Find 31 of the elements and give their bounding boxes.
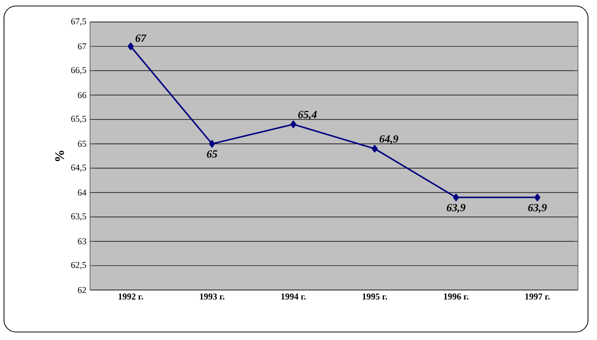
point (372, 144, 378, 152)
y-tick-label: 64 (78, 190, 86, 196)
y-tick-label: 67 (78, 43, 86, 50)
y-tick-label: 65 (78, 140, 86, 147)
x-tick-label: 1994 г. (281, 294, 306, 300)
y-tick-label: 67,5 (71, 18, 86, 26)
data-label: 64,9 (380, 135, 398, 144)
point (128, 42, 134, 50)
data-label: 65 (206, 150, 218, 158)
point (290, 120, 296, 128)
y-tick-label: 63,5 (71, 213, 86, 221)
y-tick-label: 66,5 (71, 67, 86, 74)
point (209, 140, 216, 148)
y-axis-title: % (55, 150, 64, 162)
y-tick-label: 66 (78, 92, 86, 98)
point (453, 194, 460, 202)
x-tick-label: 1996 г. (444, 294, 468, 300)
data-label: 63,9 (528, 204, 547, 213)
x-tick-label: 1997 г. (525, 294, 550, 300)
data-label: 67 (136, 34, 147, 42)
data-label: 65,4 (298, 110, 317, 120)
x-tick-label: 1995 г. (362, 294, 388, 300)
x-tick-label: 1993 г. (200, 294, 224, 300)
data-label: 63,9 (446, 204, 466, 213)
x-tick-label: 1992 г. (118, 294, 144, 300)
y-tick-label: 64,5 (71, 164, 86, 172)
y-tick-label: 63 (78, 238, 86, 244)
y-tick-label: 65,5 (71, 116, 86, 124)
point (534, 194, 540, 202)
y-tick-label: 62,5 (71, 262, 86, 270)
y-tick-label: 62 (78, 286, 86, 294)
